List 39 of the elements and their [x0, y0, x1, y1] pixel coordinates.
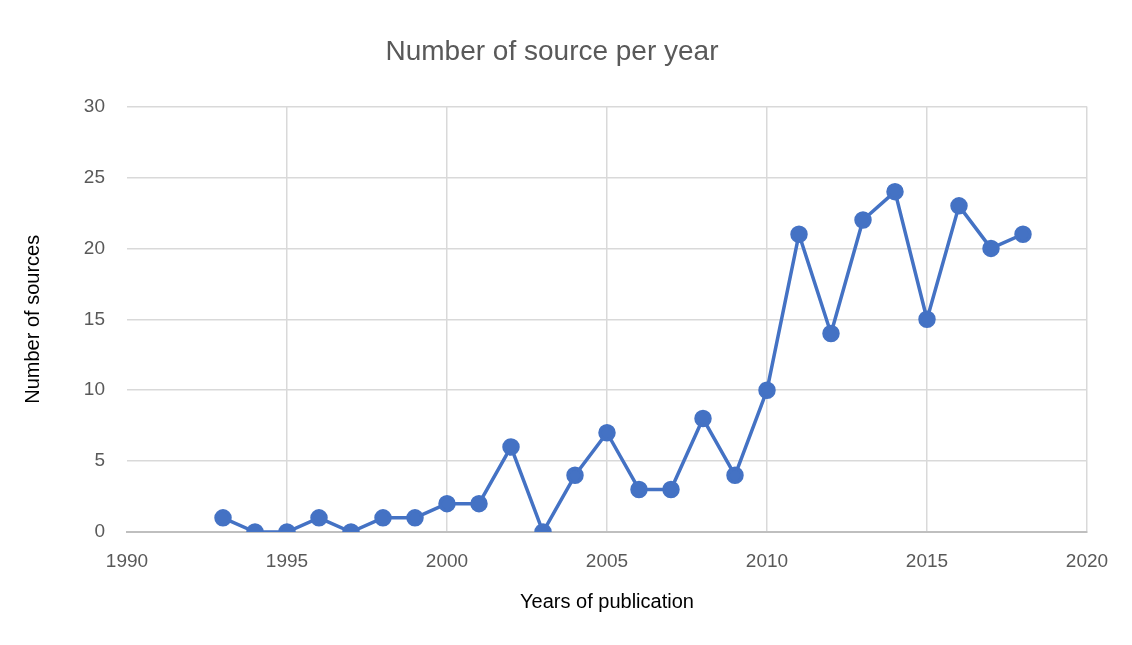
y-tick-label: 25 — [83, 165, 105, 187]
x-tick-label: 2005 — [585, 549, 629, 571]
point — [406, 509, 424, 527]
point — [214, 509, 232, 527]
y-axis-title: Number of sources — [20, 234, 43, 404]
y-tick-label: 30 — [83, 94, 105, 116]
point — [1014, 225, 1032, 243]
point — [438, 494, 456, 513]
point — [374, 509, 392, 527]
point — [950, 197, 968, 215]
point — [630, 480, 648, 499]
x-tick-label: 1990 — [105, 549, 149, 571]
point — [822, 324, 840, 343]
y-tick-label: 20 — [83, 236, 105, 258]
y-tick-label: 15 — [83, 307, 105, 329]
point — [758, 381, 776, 399]
y-tick-label: 5 — [94, 449, 105, 471]
point — [982, 239, 1000, 258]
x-tick-label: 2000 — [425, 549, 469, 571]
y-tick-label: 10 — [83, 378, 105, 400]
x-tick-label: 1995 — [265, 549, 309, 571]
x-tick-label: 2010 — [745, 549, 789, 571]
point — [566, 466, 584, 485]
point — [694, 409, 712, 428]
point — [502, 438, 520, 456]
point — [310, 509, 328, 527]
point — [918, 310, 936, 329]
point — [726, 466, 744, 485]
x-tick-label: 2020 — [1065, 549, 1109, 571]
point — [662, 480, 680, 499]
point — [854, 211, 872, 229]
point — [790, 225, 808, 243]
point — [470, 494, 488, 513]
chart-title: Number of source per year — [385, 34, 719, 66]
point — [886, 182, 904, 201]
x-tick-label: 2015 — [905, 549, 949, 571]
point — [598, 423, 616, 442]
y-tick-label: 0 — [94, 520, 105, 542]
x-axis-title: Years of publication — [520, 589, 694, 612]
